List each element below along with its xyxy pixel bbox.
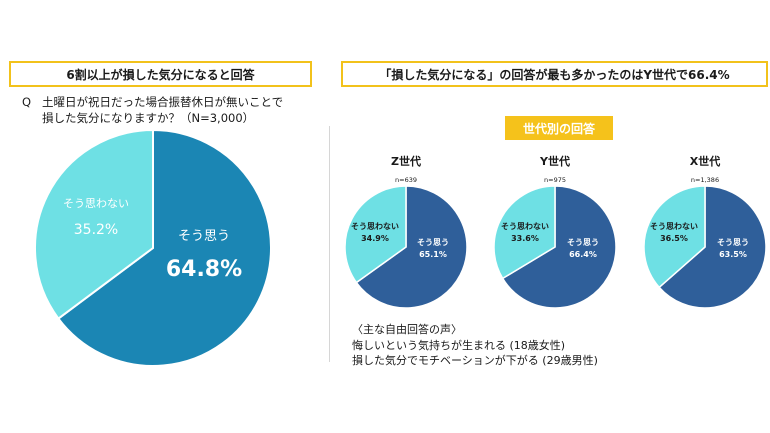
- pie3-slice-no: [643, 185, 706, 289]
- pie2-sample-size: n=975: [544, 176, 566, 184]
- pie1-value-yes: 65.1%: [419, 250, 447, 259]
- comments-title: 〈主な自由回答の声〉: [352, 323, 462, 336]
- question-line-1: 土曜日が祝日だった場合振替休日が無いことで: [42, 95, 284, 109]
- survey-question: Q 土曜日が祝日だった場合振替休日が無いことで 損した気分になりますか？（N=3…: [22, 94, 322, 126]
- pie1-title: Z世代: [391, 154, 421, 168]
- pie1-label-no: そう思わない: [351, 222, 399, 231]
- pie0-slice-yes: [57, 128, 272, 367]
- pie0-slice-no: [34, 128, 154, 320]
- pie3-title: X世代: [690, 154, 720, 168]
- pie2-value-no: 33.6%: [511, 234, 539, 243]
- pie3-label-no: そう思わない: [650, 222, 698, 231]
- question-line-2: 損した気分になりますか？（N=3,000）: [42, 111, 255, 125]
- pie1-label-yes: そう思う: [417, 238, 449, 247]
- right-headline-banner: 「損した気分になる」の回答が最も多かったのはY世代で66.4%: [341, 61, 768, 87]
- pie2-slice-no: [493, 185, 556, 280]
- pie2-title: Y世代: [539, 154, 570, 168]
- pie1-slice-no: [344, 185, 407, 284]
- pie3-value-yes: 63.5%: [719, 250, 747, 259]
- pie3-label-yes: そう思う: [717, 238, 749, 247]
- pie2-label-yes: そう思う: [567, 238, 599, 247]
- pie0-value-no: 35.2%: [74, 222, 118, 238]
- comment-1: 悔しいという気持ちが生まれる (18歳女性): [352, 338, 566, 352]
- section-divider: [329, 126, 330, 362]
- pie2-slice-yes: [501, 185, 617, 309]
- pie0-label-no: そう思わない: [63, 197, 129, 210]
- pie1-sample-size: n=639: [395, 176, 417, 184]
- pie3-value-no: 36.5%: [660, 234, 688, 243]
- pie0-value-yes: 64.8%: [166, 257, 242, 282]
- generation-badge: 世代別の回答: [505, 116, 613, 140]
- pie1-value-no: 34.9%: [361, 234, 389, 243]
- comment-2: 損した気分でモチベーションが下がる (29歳男性): [352, 354, 598, 367]
- pie1-slice-yes: [355, 185, 468, 309]
- pie3-slice-yes: [658, 185, 767, 309]
- pie2-label-no: そう思わない: [501, 222, 549, 231]
- free-comments: 〈主な自由回答の声〉 悔しいという気持ちが生まれる (18歳女性) 損した気分で…: [352, 322, 598, 369]
- question-mark: Q: [22, 95, 32, 109]
- pie3-sample-size: n=1,386: [691, 176, 719, 184]
- pie0-label-yes: そう思う: [178, 229, 230, 244]
- left-headline-banner: 6割以上が損した気分になると回答: [9, 61, 312, 87]
- pie2-value-yes: 66.4%: [569, 250, 597, 259]
